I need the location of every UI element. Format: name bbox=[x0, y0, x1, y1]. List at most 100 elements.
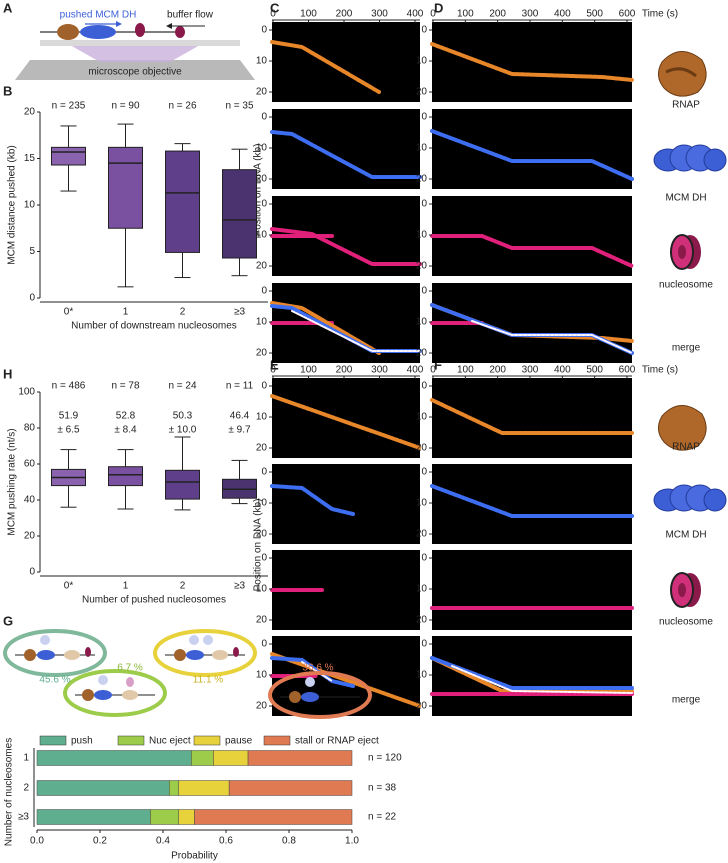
n-label: n = 78 bbox=[111, 381, 140, 392]
label: buffer flow bbox=[167, 10, 214, 21]
panel-label: E bbox=[270, 357, 279, 372]
x-tick-label: 500 bbox=[586, 9, 603, 20]
kymo-f-merge bbox=[430, 636, 634, 716]
legend-label: Nuc eject bbox=[149, 736, 191, 747]
panel-label: F bbox=[434, 357, 442, 372]
y-tick-label: 10 bbox=[256, 317, 268, 328]
y-tick-label: 2 bbox=[23, 783, 29, 794]
row-label: nucleosome bbox=[659, 617, 713, 628]
bar-segment bbox=[150, 809, 179, 825]
bar-segment bbox=[247, 750, 353, 766]
y-tick-label: 20 bbox=[416, 348, 428, 359]
x-tick-label: 1 bbox=[123, 581, 129, 592]
legend-label: stall or RNAP eject bbox=[295, 736, 379, 747]
y-tick-label: 15 bbox=[24, 153, 36, 164]
light-cone bbox=[70, 45, 200, 62]
y-tick-label: 10 bbox=[256, 143, 268, 154]
kymo-e-nuc bbox=[270, 550, 420, 630]
panel-label: C bbox=[270, 0, 280, 15]
y-tick-label: ≥3 bbox=[18, 812, 29, 823]
y-tick-label: 0 bbox=[261, 112, 267, 123]
x-tick-label: 200 bbox=[489, 9, 506, 20]
legend-swatch bbox=[193, 735, 221, 746]
panel-label: A bbox=[3, 0, 13, 15]
box bbox=[165, 469, 200, 500]
x-tick-label: 0.0 bbox=[30, 836, 44, 847]
panel-label: H bbox=[3, 366, 12, 381]
arrow-head bbox=[166, 23, 172, 29]
nucleosome bbox=[175, 26, 185, 38]
kymo-f-nuc bbox=[430, 550, 634, 630]
x-tick-label: ≥3 bbox=[234, 307, 245, 318]
y-tick-label: 10 bbox=[256, 230, 268, 241]
x-tick-label: 0 bbox=[430, 9, 436, 20]
x-axis-title: Number of pushed nucleosomes bbox=[82, 595, 226, 606]
kymo-c-nuc bbox=[270, 196, 422, 276]
n-label: n = 11 bbox=[226, 381, 254, 392]
mean-label: 50.3 bbox=[173, 411, 193, 422]
y-tick-label: 0 bbox=[421, 199, 427, 210]
x-axis-title: Number of downstream nucleosomes bbox=[71, 321, 237, 332]
n-label: n = 120 bbox=[368, 753, 402, 764]
kymographs bbox=[270, 22, 634, 716]
kymo-d-rnap bbox=[430, 22, 634, 102]
kymo-e-mcm bbox=[270, 464, 420, 544]
kymo-f-rnap bbox=[430, 378, 634, 458]
y-tick-label: 20 bbox=[416, 701, 428, 712]
x-tick-label: 1.0 bbox=[345, 836, 359, 847]
y-tick-label: 10 bbox=[416, 498, 428, 509]
label: microscope objective bbox=[88, 67, 182, 78]
y-axis-title: MCM pushing rate (nt/s) bbox=[7, 428, 18, 535]
panel-label: G bbox=[3, 613, 13, 628]
y-tick-label: 40 bbox=[24, 495, 36, 506]
bar-segment bbox=[178, 809, 195, 825]
y-tick-label: 5 bbox=[29, 246, 35, 257]
x-tick-label: 400 bbox=[554, 365, 571, 376]
x-tick-label: 2 bbox=[180, 581, 186, 592]
y-tick-label: 10 bbox=[416, 317, 428, 328]
legend-swatch bbox=[39, 735, 67, 746]
y-tick-label: 60 bbox=[24, 459, 36, 470]
x-tick-label: 100 bbox=[457, 9, 474, 20]
percent-label: 11.1 % bbox=[193, 675, 223, 686]
legend-label: push bbox=[71, 736, 93, 747]
y-tick-label: 0 bbox=[261, 467, 267, 478]
legend-swatch bbox=[263, 735, 291, 746]
mean-label: 52.8 bbox=[116, 411, 136, 422]
outcome-stall bbox=[268, 671, 372, 719]
box bbox=[222, 169, 257, 259]
x-tick-label: 0.6 bbox=[219, 836, 233, 847]
rnap bbox=[57, 24, 79, 40]
row-label: merge bbox=[672, 343, 701, 354]
kymo-c-rnap bbox=[270, 22, 420, 102]
y-tick-label: 20 bbox=[416, 174, 428, 185]
outcome-push bbox=[3, 629, 107, 677]
y-tick-label: 0 bbox=[261, 286, 267, 297]
bar-segment bbox=[213, 750, 249, 766]
surface bbox=[40, 40, 240, 46]
x-tick-label: 600 bbox=[619, 9, 636, 20]
icons bbox=[653, 51, 727, 608]
outcome-nuc-eject bbox=[63, 669, 167, 717]
nucleosome bbox=[135, 23, 145, 37]
mcm bbox=[80, 25, 116, 39]
y-tick-label: 10 bbox=[256, 670, 268, 681]
y-tick-label: 100 bbox=[18, 387, 35, 398]
sd-label: ± 8.4 bbox=[114, 425, 137, 436]
x-tick-label: 200 bbox=[336, 365, 353, 376]
y-tick-label: 0 bbox=[421, 286, 427, 297]
y-tick-label: 20 bbox=[256, 443, 268, 454]
bar-segment bbox=[36, 809, 151, 825]
sd-label: ± 10.0 bbox=[169, 425, 197, 436]
y-tick-label: 20 bbox=[416, 529, 428, 540]
y-tick-label: 1 bbox=[23, 753, 29, 764]
y-tick-label: 80 bbox=[24, 423, 36, 434]
y-tick-label: 20 bbox=[256, 615, 268, 626]
label: pushed MCM DH bbox=[60, 10, 137, 21]
bar-segment bbox=[36, 750, 192, 766]
y-axis-title: MCM distance pushed (kb) bbox=[7, 145, 18, 265]
box bbox=[165, 150, 200, 253]
x-tick-label: 600 bbox=[619, 365, 636, 376]
box bbox=[108, 466, 143, 487]
